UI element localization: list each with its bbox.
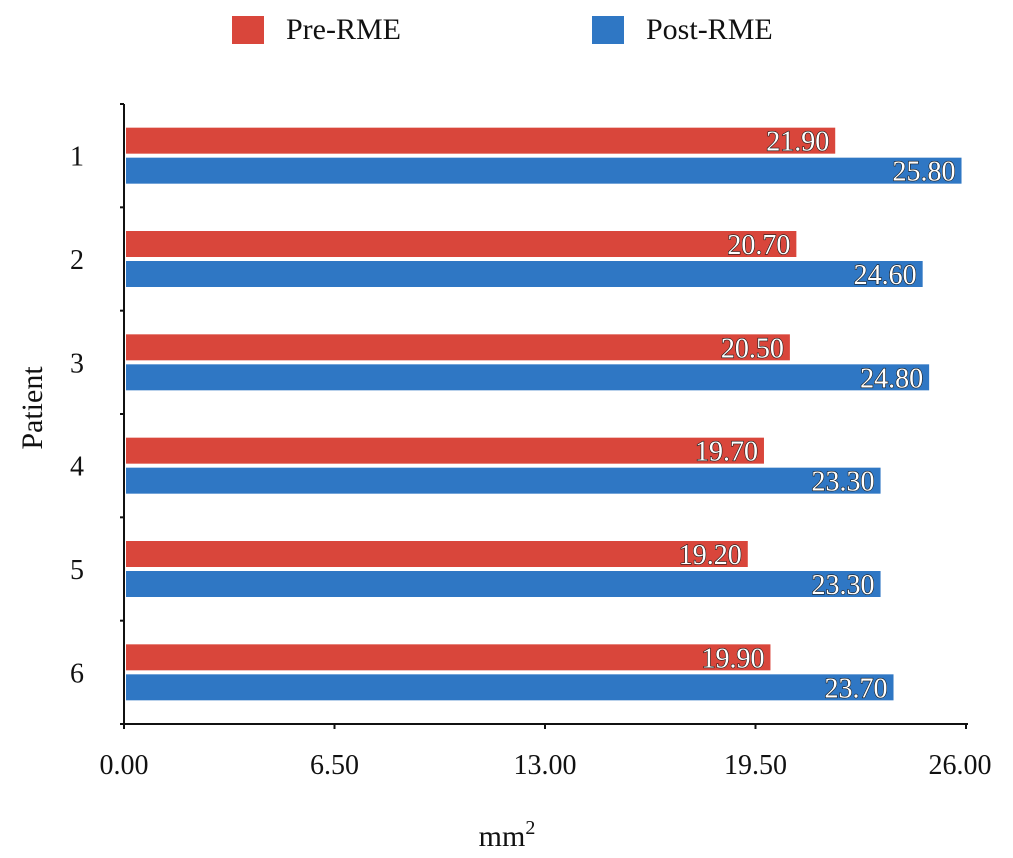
data-label-pre-rme-patient-4: 19.70 [695,437,758,468]
legend-label-pre-rme: Pre-RME [286,13,401,46]
data-label-pre-rme-patient-6: 19.90 [701,643,764,674]
data-label-pre-rme-patient-3: 20.50 [721,333,784,364]
y-tick-label-4: 4 [70,452,84,483]
legend-item-post-rme: Post-RME [592,10,773,50]
x-axis-title-superscript: 2 [525,817,535,839]
bar-pre-rme-patient-4 [126,437,764,464]
data-label-post-rme-patient-4: 23.30 [812,467,875,498]
legend-item-pre-rme: Pre-RME [232,10,401,50]
y-tick-label-5: 5 [70,555,84,586]
y-tick-label-3: 3 [70,348,84,379]
x-tick-label-26.00: 26.00 [929,750,992,781]
data-label-post-rme-patient-1: 25.80 [893,157,956,188]
bar-post-rme-patient-5 [126,571,881,597]
data-label-post-rme-patient-2: 24.60 [854,260,917,291]
bar-post-rme-patient-1 [126,157,962,184]
x-tick-label-0.00: 0.00 [100,750,149,781]
bar-pre-rme-patient-3 [126,334,790,361]
bar-pre-rme-patient-2 [126,231,797,257]
data-label-pre-rme-patient-2: 20.70 [727,230,790,261]
y-tick-label-6: 6 [70,658,84,689]
legend-swatch-post-rme [592,16,624,44]
y-tick-label-1: 1 [70,142,84,173]
legend-swatch-pre-rme [232,16,264,44]
x-tick-label-13.00: 13.00 [514,750,577,781]
bar-post-rme-patient-3 [126,364,930,391]
y-axis-title: Patient [16,366,49,450]
y-tick-label-2: 2 [70,245,84,276]
bar-pre-rme-patient-1 [126,127,836,154]
bars-group: 21.90 25.80 20.70 24.60 20.50 24.80 19.70 23.30… [126,126,962,705]
bar-post-rme-patient-4 [126,467,881,494]
data-label-pre-rme-patient-5: 19.20 [679,540,742,571]
legend: Pre-RME Post-RME [0,10,1013,50]
data-label-post-rme-patient-6: 23.70 [825,673,888,704]
axes-group: 1 2 3 4 5 6 0.00 6.50 13.00 19.50 26.00 [70,103,992,781]
bar-post-rme-patient-2 [126,261,923,287]
bar-pre-rme-patient-6 [126,644,771,671]
data-label-post-rme-patient-3: 24.80 [860,363,923,394]
x-axis-title-main: mm [479,820,526,853]
data-label-pre-rme-patient-1: 21.90 [766,127,829,158]
x-tick-label-19.50: 19.50 [724,750,787,781]
x-tick-label-6.50: 6.50 [310,750,359,781]
bar-pre-rme-patient-5 [126,541,748,567]
x-axis-title: mm2 [479,817,536,853]
legend-label-post-rme: Post-RME [646,13,773,46]
bar-post-rme-patient-6 [126,674,894,701]
data-label-post-rme-patient-5: 23.30 [812,570,875,601]
